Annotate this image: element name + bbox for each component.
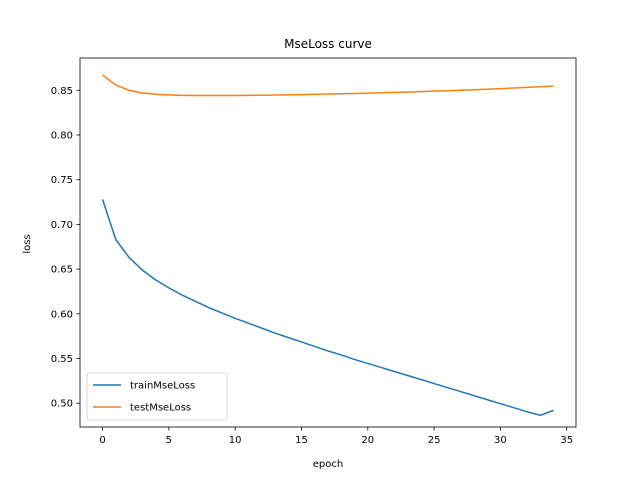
- y-tick-label: 0.60: [51, 309, 73, 320]
- plot-area: 0 5 10 15 20 25 30 35 0.50 0.55 0.60 0.65 0.70 0.75 0.…: [51, 57, 577, 446]
- x-tick-label: 5: [166, 435, 172, 446]
- x-axis-label: epoch: [313, 459, 343, 470]
- y-axis-label: loss: [22, 234, 33, 253]
- legend-box: [86, 372, 228, 421]
- y-tick-label: 0.80: [51, 130, 73, 141]
- x-tick-label: 30: [494, 435, 507, 446]
- legend: trainMseLoss testMseLoss: [86, 372, 228, 421]
- y-tick-label: 0.55: [51, 354, 73, 365]
- y-tick-label: 0.70: [51, 220, 73, 231]
- legend-label-testMseLoss: testMseLoss: [130, 403, 191, 414]
- chart-title: MseLoss curve: [284, 37, 372, 51]
- x-tick-label: 0: [99, 435, 105, 446]
- x-tick-label: 25: [428, 435, 441, 446]
- x-tick-label: 35: [560, 435, 573, 446]
- x-tick-label: 10: [229, 435, 242, 446]
- y-tick-label: 0.50: [51, 399, 73, 410]
- series-line-trainMseLoss: [101, 199, 554, 417]
- x-tick-label: 15: [295, 435, 308, 446]
- y-tick-label: 0.65: [51, 265, 73, 276]
- y-tick-label: 0.75: [51, 175, 73, 186]
- axes-frame: [79, 57, 577, 428]
- y-tick-label: 0.85: [51, 86, 73, 97]
- series-line-testMseLoss: [102, 74, 554, 97]
- legend-label-trainMseLoss: trainMseLoss: [130, 381, 195, 392]
- x-tick-label: 20: [361, 435, 374, 446]
